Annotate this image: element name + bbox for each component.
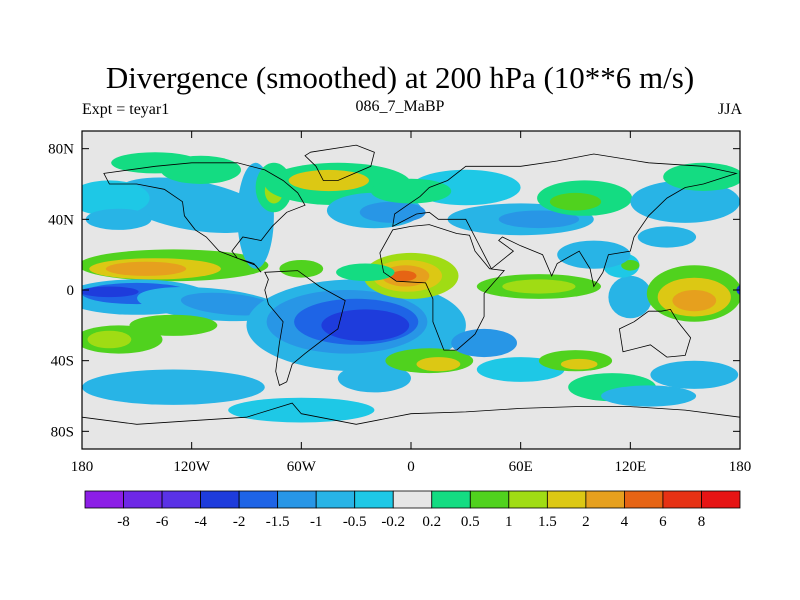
- colorbar-swatch: [354, 490, 394, 509]
- colorbar-level-label: -1: [310, 514, 323, 530]
- field-contour-15: [129, 314, 218, 336]
- colorbar-swatch: [624, 490, 664, 509]
- colorbar-level-label: -1.5: [266, 514, 290, 530]
- case-label: 086_7_MaBP: [355, 98, 445, 115]
- field-contour-56: [451, 328, 517, 358]
- colorbar-level-label: 6: [659, 514, 667, 530]
- field-contour-30: [82, 180, 150, 216]
- coastline-north-america: [103, 162, 306, 273]
- colorbar-swatch: [123, 490, 163, 509]
- field-contour-44: [498, 210, 580, 229]
- colorbar-level-label: -0.2: [381, 514, 405, 530]
- y-tick-label: 0: [67, 283, 75, 299]
- field-contour-6: [82, 286, 139, 298]
- field-contour-wrap-0: [736, 284, 740, 296]
- field-contour-46: [549, 192, 602, 211]
- coastline-eurasia: [392, 153, 738, 288]
- colorbar-level-label: -0.5: [343, 514, 367, 530]
- field-contour-61: [601, 385, 697, 407]
- colorbar-swatch: [469, 490, 510, 509]
- field-contour-3: [279, 260, 324, 278]
- coastline-greenland: [304, 144, 375, 181]
- colorbar-level-label: 0.5: [461, 514, 480, 530]
- colorbar-swatch: [508, 490, 548, 509]
- colorbar-level-label: -6: [156, 514, 169, 530]
- field-contour-22: [502, 279, 576, 294]
- coastline-south-america: [264, 270, 346, 386]
- colorbar-level-label: 1.5: [538, 514, 557, 530]
- x-tick-label: 0: [407, 459, 415, 475]
- colorbar-swatch: [238, 490, 279, 509]
- field-contour-55: [416, 357, 461, 372]
- plot-area: [82, 131, 799, 449]
- x-axis: 180 120W 60W 0 60E 120E 180: [71, 131, 752, 475]
- field-contour-29: [115, 177, 268, 233]
- field-contour-49: [557, 240, 631, 269]
- colorbar-swatch: [392, 490, 433, 509]
- field-contour-8: [180, 292, 276, 316]
- field-contour-12: [321, 309, 410, 342]
- colorbar-swatch: [315, 490, 356, 509]
- field-contour-53: [337, 364, 411, 393]
- field-contour-52: [228, 397, 375, 423]
- field-contour-36: [111, 152, 199, 174]
- colorbar-swatch: [161, 490, 201, 509]
- coastline-antarctica: [82, 402, 740, 449]
- field-contour-50: [637, 226, 697, 248]
- colorbar-level-label: 4: [621, 514, 629, 530]
- experiment-label: Expt = teyar1: [82, 101, 170, 118]
- field-contour-62: [650, 360, 739, 389]
- season-label: JJA: [717, 101, 742, 118]
- field-contour-31: [85, 208, 152, 230]
- coastline-africa: [379, 224, 505, 351]
- x-tick-label: 180: [729, 459, 752, 475]
- colorbar-level-label: 0.2: [422, 514, 441, 530]
- y-tick-label: 40S: [51, 354, 74, 370]
- field-contour-23: [608, 275, 653, 319]
- chart-title: Divergence (smoothed) at 200 hPa (10**6 …: [105, 60, 695, 95]
- field-contour-51: [82, 369, 265, 405]
- colorbar: -8 -6 -4 -2 -1.5 -1 -0.5 -0.2 0.2 0.5 1 1.5 2 4 6 8: [84, 490, 741, 530]
- colorbar-swatch: [662, 490, 702, 509]
- x-tick-label: 60W: [287, 459, 317, 475]
- field-contour-20: [336, 263, 395, 282]
- colorbar-level-label: -2: [233, 514, 246, 530]
- colorbar-swatch: [200, 490, 240, 509]
- field-contour-14: [87, 330, 132, 349]
- coastline-australia: [618, 308, 692, 358]
- colorbar-level-label: 1: [505, 514, 513, 530]
- field-contour-59: [560, 358, 598, 370]
- colorbar-swatch: [585, 490, 625, 509]
- y-tick-label: 80S: [51, 424, 74, 440]
- field-contour-28: [621, 260, 640, 271]
- colorbar-level-label: 2: [582, 514, 590, 530]
- continent-outlines: [82, 144, 740, 449]
- x-tick-label: 60E: [509, 459, 533, 475]
- y-tick-label: 40N: [48, 212, 74, 228]
- colorbar-level-label: -8: [117, 514, 130, 530]
- field-contour-48: [663, 162, 740, 191]
- colorbar-swatch: [701, 490, 741, 509]
- field-contour-42: [370, 178, 452, 204]
- colorbar-level-label: -4: [194, 514, 207, 530]
- colorbar-swatch: [546, 490, 587, 509]
- colorbar-swatch: [84, 490, 124, 509]
- y-tick-label: 80N: [48, 142, 74, 158]
- field-contour-wrap-1: [755, 283, 799, 297]
- field-contour-40: [359, 201, 426, 223]
- colorbar-level-label: 8: [698, 514, 706, 530]
- field-contour-2: [105, 261, 187, 276]
- y-axis: 80N 40N 0 40S 80S: [48, 142, 740, 440]
- field-contour-26: [672, 290, 717, 312]
- field-contour-19: [390, 270, 417, 282]
- x-tick-label: 120E: [614, 459, 646, 475]
- colorbar-swatch: [431, 490, 471, 509]
- x-tick-label: 120W: [173, 459, 211, 475]
- colorbar-swatch: [277, 490, 317, 509]
- x-tick-label: 180: [71, 459, 94, 475]
- field-contour-47: [630, 180, 740, 223]
